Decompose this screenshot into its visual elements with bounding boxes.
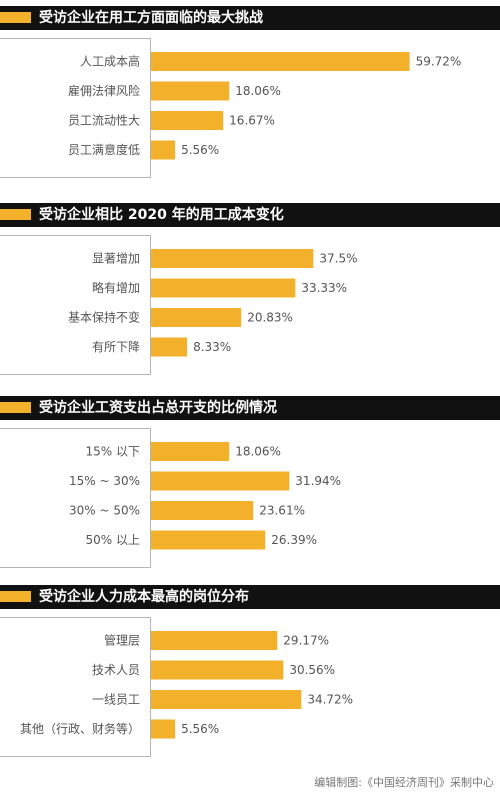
axis-line [150, 38, 151, 178]
bar-chart: 显著增加 37.5% 略有增加 33.33% 基本保持不变 20.83% 有所下降 8.33% [68, 249, 358, 357]
bar [151, 501, 254, 520]
frame-top-line [0, 428, 150, 429]
value-label: 26.39% [271, 533, 317, 547]
frame-top-line [0, 38, 150, 39]
source-credit: 编辑制图:《中国经济周刊》采制中心 [314, 776, 494, 789]
section-header: 受访企业在用工方面面临的最大挑战 [0, 6, 500, 30]
category-label: 雇佣法律风险 [68, 83, 140, 98]
bar [151, 690, 302, 709]
category-label: 30% ~ 50% [69, 504, 140, 518]
value-label: 59.72% [416, 55, 462, 69]
axis-line [150, 617, 151, 757]
bar-chart: 15% 以下 18.06% 15% ~ 30% 31.94% 30% ~ 50% 23.6… [69, 442, 341, 550]
section-header: 受访企业相比 2020 年的用工成本变化 [0, 203, 500, 227]
category-label: 管理层 [104, 633, 140, 648]
value-label: 18.06% [235, 84, 281, 98]
bar [151, 278, 296, 298]
value-label: 20.83% [247, 311, 293, 325]
bar [151, 719, 176, 739]
value-label: 5.56% [181, 143, 219, 157]
chart-title: 受访企业工资支出占总开支的比例情况 [39, 400, 277, 416]
category-label: 一线员工 [92, 693, 140, 707]
category-label: 显著增加 [92, 252, 140, 266]
header-accent-bar [0, 402, 31, 413]
category-label: 员工流动性大 [68, 114, 140, 128]
bar [151, 249, 314, 268]
bar [151, 442, 230, 461]
bar [151, 530, 266, 550]
value-label: 30.56% [289, 663, 335, 677]
category-label: 15% 以下 [86, 445, 141, 459]
bar [151, 140, 176, 160]
category-label: 员工满意度低 [68, 142, 140, 157]
chart-plot-area: 人工成本高 59.72% 雇佣法律风险 18.06% 员工流动性大 16.67% 员工满意度… [0, 38, 500, 178]
frame-bottom-line [0, 756, 150, 757]
value-label: 5.56% [181, 722, 219, 736]
bar-chart: 管理层 29.17% 技术人员 30.56% 一线员工 34.72% 其他（行政、财务等） 5… [20, 631, 353, 739]
frame-bottom-line [0, 567, 150, 568]
category-label: 略有增加 [92, 280, 140, 295]
category-label: 人工成本高 [80, 54, 140, 69]
category-label: 15% ~ 30% [69, 474, 140, 488]
header-accent-bar [0, 209, 31, 220]
category-label: 技术人员 [92, 663, 140, 677]
chart-section-4: 受访企业人力成本最高的岗位分布 管理层 29.17% 技术人员 30.56% 一线员工 3… [0, 585, 500, 760]
bar [151, 308, 242, 327]
category-label: 50% 以上 [86, 533, 141, 547]
bar [151, 337, 188, 357]
frame-bottom-line [0, 374, 150, 375]
bar [151, 631, 278, 650]
bar [151, 471, 290, 491]
frame-top-line [0, 235, 150, 236]
axis-line [150, 235, 151, 375]
chart-title: 受访企业在用工方面面临的最大挑战 [39, 10, 263, 26]
section-header: 受访企业工资支出占总开支的比例情况 [0, 396, 500, 420]
axis-line [150, 428, 151, 568]
bar-chart: 人工成本高 59.72% 雇佣法律风险 18.06% 员工流动性大 16.67% 员工满意度… [68, 52, 462, 160]
frame-bottom-line [0, 177, 150, 178]
chart-plot-area: 15% 以下 18.06% 15% ~ 30% 31.94% 30% ~ 50% 23.6… [0, 428, 500, 568]
header-accent-bar [0, 591, 31, 602]
chart-plot-area: 管理层 29.17% 技术人员 30.56% 一线员工 34.72% 其他（行政、财务等） 5… [0, 617, 500, 757]
chart-section-2: 受访企业相比 2020 年的用工成本变化 显著增加 37.5% 略有增加 33.33%… [0, 203, 500, 378]
value-label: 23.61% [259, 504, 305, 518]
chart-title: 受访企业相比 2020 年的用工成本变化 [39, 207, 284, 223]
category-label: 基本保持不变 [68, 310, 140, 325]
value-label: 37.5% [319, 252, 357, 266]
value-label: 18.06% [235, 445, 281, 459]
chart-plot-area: 显著增加 37.5% 略有增加 33.33% 基本保持不变 20.83% 有所下降 8.33% [0, 235, 500, 375]
value-label: 29.17% [283, 634, 329, 648]
value-label: 31.94% [295, 474, 341, 488]
chart-title: 受访企业人力成本最高的岗位分布 [39, 589, 249, 605]
value-label: 16.67% [229, 114, 275, 128]
category-label: 有所下降 [92, 340, 140, 354]
bar [151, 111, 224, 130]
value-label: 33.33% [301, 281, 347, 295]
header-accent-bar [0, 12, 31, 23]
bar [151, 660, 284, 680]
category-label: 其他（行政、财务等） [20, 721, 140, 736]
bar [151, 52, 410, 71]
value-label: 8.33% [193, 340, 231, 354]
value-label: 34.72% [307, 693, 353, 707]
frame-top-line [0, 617, 150, 618]
section-header: 受访企业人力成本最高的岗位分布 [0, 585, 500, 609]
chart-section-1: 受访企业在用工方面面临的最大挑战 人工成本高 59.72% 雇佣法律风险 18.06%… [0, 6, 500, 181]
bar [151, 81, 230, 101]
chart-section-3: 受访企业工资支出占总开支的比例情况 15% 以下 18.06% 15% ~ 30% 3… [0, 396, 500, 571]
